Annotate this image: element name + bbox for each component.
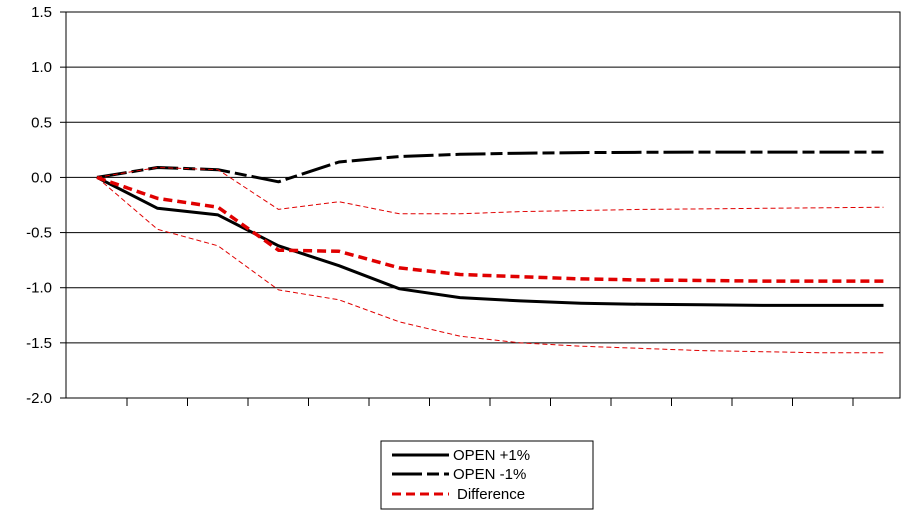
series-line-open-1 [96,176,884,307]
y-tick-label: 1.5 [31,4,52,21]
series-line-band-3 [96,167,884,215]
plot-frame [65,11,901,399]
y-tick-label: -0.5 [26,225,52,242]
series-line-band-4 [96,177,884,354]
legend-label-open-minus: OPEN -1% [453,466,526,483]
legend: OPEN +1% OPEN -1% Difference [380,440,594,510]
series-line-open-1 [96,150,884,184]
y-tick-label: -1.0 [26,280,52,297]
series-line-difference [96,175,884,283]
y-tick-label: 0.5 [31,114,52,131]
legend-label-open-plus: OPEN +1% [453,447,530,464]
y-tick-label: -2.0 [26,390,52,407]
plot-area: 1.5 1.0 0.5 0.0 -0.5 -1.0 -1.5 -2.0 [26,4,901,407]
y-tick-label: 0.0 [31,169,52,186]
y-tick-label: -1.5 [26,335,52,352]
y-tick-label: 1.0 [31,59,52,76]
legend-label-difference: Difference [457,486,525,503]
